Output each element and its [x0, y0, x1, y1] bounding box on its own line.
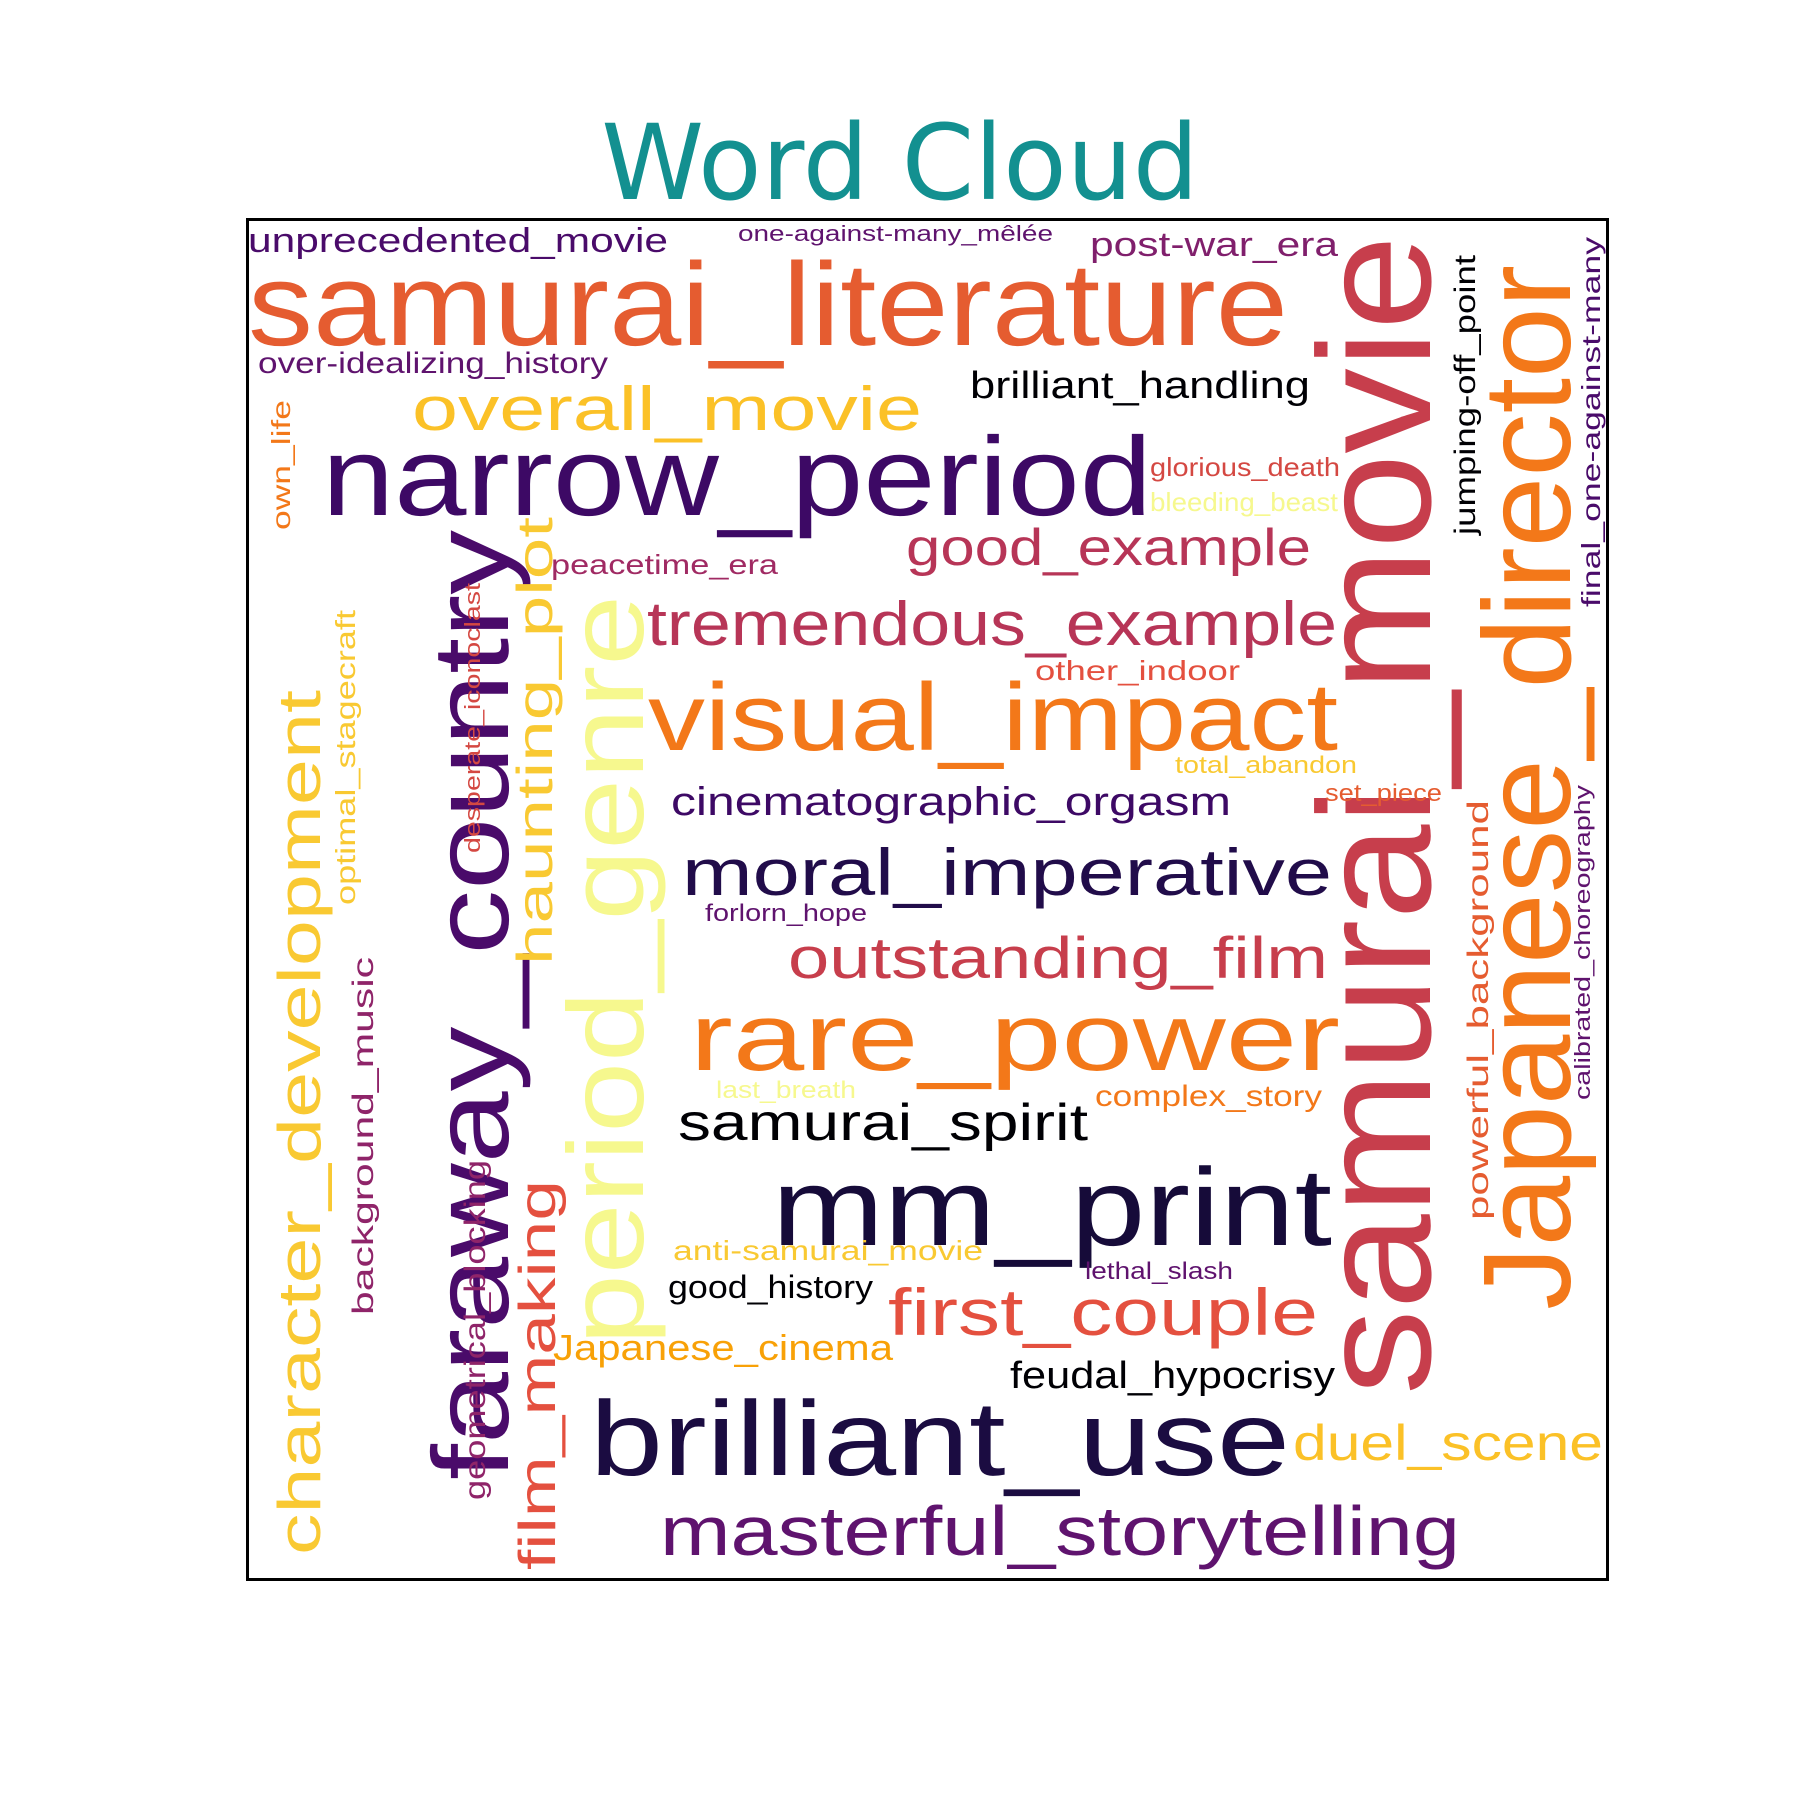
word-jumping-off-point: jumping-off_point — [1449, 254, 1482, 536]
word-masterful-storytelling: masterful_storytelling — [660, 1492, 1460, 1570]
word-duel-scene: duel_scene — [1293, 1415, 1603, 1471]
word-brilliant-handling: brilliant_handling — [970, 365, 1310, 407]
word-film-making: film_making — [509, 1180, 567, 1570]
word-mm-print: mm_print — [772, 1146, 1332, 1269]
word-outstanding-film: outstanding_film — [788, 926, 1328, 991]
word-optimal-stagecraft: optimal_stagecraft — [330, 610, 361, 905]
word-haunting-plot: haunting_plot — [507, 517, 563, 965]
chart-title: Word Cloud — [601, 102, 1199, 224]
word-unprecedented-movie: unprecedented_movie — [249, 222, 668, 260]
word-over-idealizing-history: over-idealizing_history — [258, 347, 608, 380]
word-cloud-frame: samurai_movie samurai_literature Japanese_… — [246, 218, 1609, 1581]
word-samurai-movie: samurai_movie — [1285, 235, 1464, 1395]
word-other-indoor: other_indoor — [1035, 655, 1240, 686]
word-calibrated-choreography: calibrated_choreography — [1570, 785, 1595, 1100]
word-samurai-spirit: samurai_spirit — [678, 1094, 1089, 1152]
word-rare-power: rare_power — [690, 984, 1340, 1091]
word-last-breath: last_breath — [716, 1077, 856, 1104]
word-geometrical-blocking: geometrical_blocking — [459, 1160, 492, 1500]
word-japanese-cinema: Japanese_cinema — [553, 1327, 894, 1368]
word-post-war-era: post-war_era — [1090, 226, 1338, 264]
word-glorious-death: glorious_death — [1150, 452, 1340, 482]
word-feudal-hypocrisy: feudal_hypocrisy — [1010, 1355, 1335, 1397]
word-cinematographic-orgasm: cinematographic_orgasm — [671, 780, 1231, 824]
word-complex-story: complex_story — [1095, 1080, 1322, 1113]
word-bleeding-beast: bleeding_beast — [1150, 487, 1339, 517]
word-character-development: character_development — [266, 690, 333, 1555]
word-own-life: own_life — [266, 400, 296, 530]
word-peacetime-era: peacetime_era — [551, 549, 779, 580]
word-japanese-director: Japanese_director — [1459, 265, 1597, 1310]
word-total-abandon: total_abandon — [1175, 752, 1357, 779]
word-narrow-period: narrow_period — [322, 414, 1152, 539]
word-first-couple: first_couple — [888, 1275, 1318, 1349]
word-samurai-literature: samurai_literature — [249, 239, 1288, 371]
word-forlorn-hope: forlorn_hope — [705, 900, 867, 927]
word-visual-impact: visual_impact — [648, 664, 1338, 771]
word-set-piece: set_piece — [1325, 780, 1442, 807]
word-good-history: good_history — [668, 1269, 873, 1305]
word-overall-movie: overall_movie — [412, 375, 922, 444]
word-one-against-many-m-l-e: one-against-many_mêlée — [738, 221, 1053, 246]
word-lethal-slash: lethal_slash — [1085, 1258, 1233, 1285]
word-powerful-background: powerful_background — [1462, 800, 1495, 1220]
word-background-music: background_music — [347, 957, 380, 1315]
word-period-genre: period_genre — [545, 595, 666, 1345]
word-final-one-against-many: final_one-against-many — [1576, 237, 1606, 607]
word-anti-samurai-movie: anti-samurai_movie — [673, 1235, 983, 1266]
word-tremendous-example: tremendous_example — [647, 590, 1337, 659]
word-good-example: good_example — [906, 519, 1311, 577]
word-brilliant-use: brilliant_use — [590, 1380, 1290, 1498]
word-faraway-country: faraway_country — [410, 530, 531, 1480]
word-desperate-iconoclast: desperate_iconoclast — [460, 583, 485, 853]
word-moral-imperative: moral_imperative — [682, 835, 1332, 909]
